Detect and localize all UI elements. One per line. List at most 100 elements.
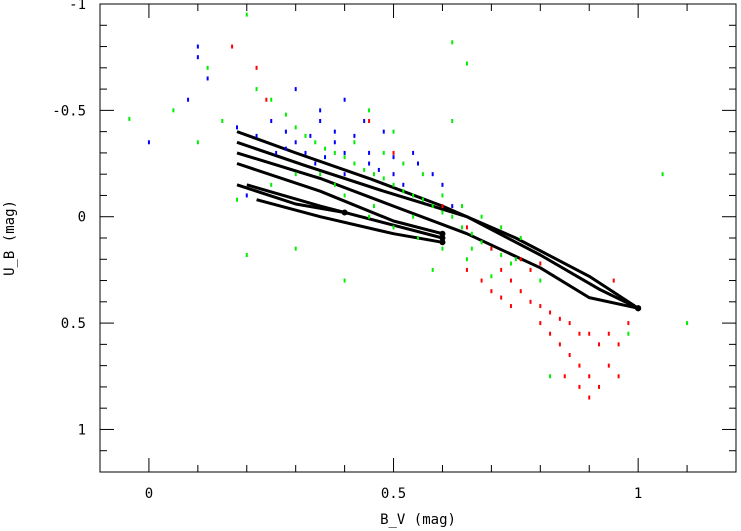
- data-point: [549, 374, 552, 379]
- data-point: [500, 267, 503, 272]
- data-point: [392, 182, 395, 187]
- data-point: [568, 321, 571, 326]
- data-point: [309, 133, 312, 138]
- data-point: [304, 133, 307, 138]
- data-point: [245, 12, 248, 17]
- data-point: [509, 261, 512, 266]
- data-point: [343, 155, 346, 160]
- data-point: [441, 204, 444, 209]
- data-points: [128, 12, 689, 400]
- data-point: [294, 87, 297, 92]
- data-point: [368, 214, 371, 219]
- data-point: [451, 40, 454, 45]
- data-point: [353, 161, 356, 166]
- data-point: [417, 236, 419, 240]
- data-point: [245, 193, 248, 198]
- data-point: [588, 374, 591, 379]
- data-point: [627, 321, 630, 326]
- data-point: [461, 225, 464, 230]
- data-point: [558, 342, 561, 347]
- data-point: [206, 65, 209, 70]
- model-track-end: [635, 305, 642, 312]
- data-point: [588, 395, 591, 400]
- x-tick-label: 1: [634, 486, 642, 502]
- data-point: [431, 267, 434, 272]
- data-point: [451, 204, 454, 209]
- data-point: [319, 108, 322, 113]
- data-point: [607, 331, 610, 336]
- data-point: [519, 257, 522, 262]
- data-point: [480, 214, 483, 219]
- model-track-line: [236, 162, 443, 236]
- data-point: [661, 172, 664, 177]
- data-point: [363, 167, 366, 172]
- data-point: [465, 257, 468, 262]
- model-track-end: [439, 230, 446, 237]
- data-point: [255, 65, 258, 70]
- data-point: [187, 97, 190, 102]
- data-point: [431, 204, 434, 209]
- model-track-end: [439, 239, 446, 246]
- data-point: [421, 172, 424, 177]
- data-point: [617, 374, 620, 379]
- data-point: [333, 129, 336, 134]
- data-point: [412, 214, 415, 219]
- y-tick-label: 1: [78, 422, 86, 438]
- data-point: [598, 384, 601, 389]
- data-point: [490, 246, 493, 251]
- axis-ticks: [99, 3, 737, 473]
- data-point: [333, 182, 336, 187]
- y-tick-label: 0.5: [61, 316, 86, 332]
- data-point: [245, 253, 248, 258]
- data-point: [417, 161, 419, 166]
- data-point: [549, 331, 552, 336]
- data-point: [431, 172, 434, 177]
- data-point: [392, 129, 395, 134]
- data-point: [549, 310, 552, 315]
- data-point: [372, 204, 375, 209]
- data-point: [465, 267, 468, 272]
- model-track-line: [236, 183, 345, 214]
- data-point: [319, 172, 322, 177]
- model-track-end: [439, 235, 446, 241]
- data-point: [221, 119, 224, 123]
- data-point: [333, 150, 336, 155]
- data-point: [382, 176, 385, 181]
- data-point: [441, 193, 444, 198]
- data-point: [441, 182, 444, 187]
- data-point: [412, 150, 415, 155]
- tick-labels: 0 0.5 1 -1 -0.5 0 0.5 1: [52, 0, 642, 502]
- data-point: [519, 289, 522, 294]
- data-point: [451, 119, 454, 123]
- data-point: [578, 384, 581, 389]
- data-point: [382, 129, 385, 134]
- model-track-line: [236, 130, 640, 310]
- data-point: [235, 197, 238, 202]
- data-point: [392, 150, 395, 155]
- data-point: [333, 140, 336, 145]
- data-point: [421, 197, 424, 202]
- model-track-line: [246, 183, 443, 240]
- data-point: [377, 167, 380, 172]
- data-point: [255, 133, 258, 138]
- data-point: [519, 236, 522, 240]
- data-point: [294, 172, 297, 177]
- data-point: [451, 214, 454, 219]
- data-point: [314, 161, 317, 166]
- data-point: [368, 161, 371, 166]
- y-axis-label: U_B (mag): [2, 200, 18, 276]
- data-point: [231, 44, 234, 49]
- data-point: [294, 246, 297, 251]
- data-point: [563, 374, 566, 379]
- data-point: [612, 278, 615, 283]
- data-point: [500, 225, 503, 230]
- data-point: [529, 299, 532, 304]
- data-point: [402, 182, 405, 187]
- data-point: [314, 140, 317, 145]
- data-point: [353, 133, 356, 138]
- data-point: [558, 316, 561, 321]
- data-point: [343, 172, 346, 177]
- x-tick-label: 0.5: [381, 486, 406, 502]
- data-point: [324, 155, 327, 160]
- data-point: [539, 278, 542, 283]
